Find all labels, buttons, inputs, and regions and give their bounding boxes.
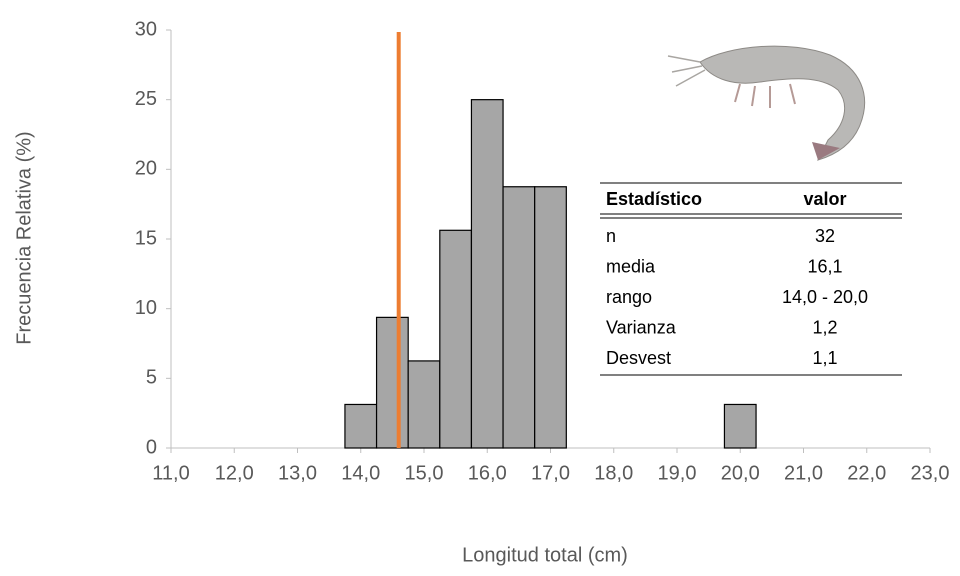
x-tick-label: 19,0 bbox=[658, 462, 697, 484]
bar bbox=[439, 229, 473, 449]
bar bbox=[534, 186, 567, 449]
bar bbox=[502, 186, 536, 449]
x-axis-label: Longitud total (cm) bbox=[462, 544, 628, 566]
x-tick-label: 14,0 bbox=[341, 462, 380, 484]
table-cell: 16,1 bbox=[807, 256, 842, 276]
table-cell: 32 bbox=[815, 226, 835, 246]
bar bbox=[344, 403, 378, 449]
y-tick-label: 20 bbox=[135, 158, 157, 180]
x-tick-label: 23,0 bbox=[911, 462, 950, 484]
y-tick-label: 5 bbox=[146, 367, 157, 389]
x-tick-label: 12,0 bbox=[215, 462, 254, 484]
table-header: valor bbox=[803, 189, 846, 209]
x-tick-label: 16,0 bbox=[468, 462, 507, 484]
table-cell: rango bbox=[606, 287, 652, 307]
table-header: Estadístico bbox=[606, 189, 702, 209]
bar bbox=[375, 316, 409, 449]
shrimp-illustration bbox=[667, 45, 865, 161]
x-tick-label: 22,0 bbox=[847, 462, 886, 484]
x-tick-label: 21,0 bbox=[784, 462, 823, 484]
table-cell: Desvest bbox=[606, 348, 671, 368]
y-tick-label: 0 bbox=[146, 436, 157, 458]
bar bbox=[723, 403, 757, 449]
table-cell: media bbox=[606, 256, 656, 276]
table-cell: 1,1 bbox=[812, 348, 837, 368]
x-tick-label: 15,0 bbox=[405, 462, 444, 484]
y-tick-label: 15 bbox=[135, 227, 157, 249]
x-tick-label: 17,0 bbox=[531, 462, 570, 484]
x-tick-label: 11,0 bbox=[152, 462, 189, 484]
x-tick-label: 13,0 bbox=[278, 462, 317, 484]
y-tick-label: 25 bbox=[135, 88, 157, 110]
x-tick-label: 20,0 bbox=[721, 462, 760, 484]
y-tick-label: 10 bbox=[135, 297, 157, 319]
table-cell: Varianza bbox=[606, 317, 677, 337]
y-axis-label: Frecuencia Relativa (%) bbox=[13, 131, 35, 344]
table-cell: 1,2 bbox=[812, 317, 837, 337]
x-tick-label: 18,0 bbox=[594, 462, 633, 484]
table-cell: 14,0 - 20,0 bbox=[782, 287, 868, 307]
y-tick-label: 30 bbox=[135, 18, 157, 40]
table-cell: n bbox=[606, 226, 616, 246]
bar bbox=[470, 99, 504, 449]
bar bbox=[407, 360, 441, 449]
